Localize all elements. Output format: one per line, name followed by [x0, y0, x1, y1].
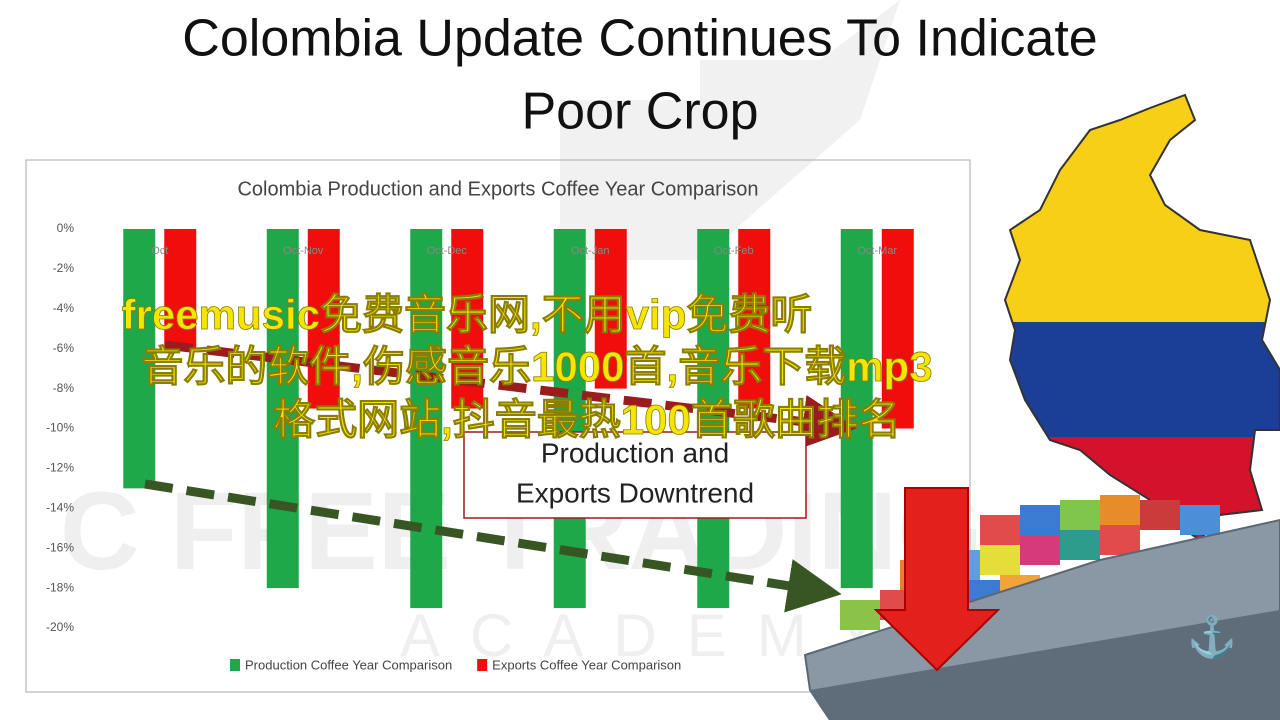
overlay-text: freemusic免费音乐网,不用vip免费听 — [122, 291, 813, 338]
slide-title: Poor Crop — [522, 83, 759, 141]
legend-swatch — [230, 659, 240, 671]
bar — [266, 229, 299, 589]
chart-frame — [25, 159, 971, 693]
y-tick-label: -20% — [46, 620, 74, 634]
overlay-text: 格式网站,抖音最热100首歌曲排名 — [273, 396, 901, 443]
bar — [738, 229, 771, 409]
bar — [594, 229, 627, 389]
bar — [553, 229, 586, 609]
y-tick-label: -12% — [46, 461, 74, 475]
x-tick-label: Oct-Jan — [571, 245, 610, 257]
chart: Colombia Production and Exports Coffee Y… — [46, 178, 914, 672]
chart-title: Colombia Production and Exports Coffee Y… — [237, 178, 758, 200]
overlay: freemusic免费音乐网,不用vip免费听 音乐的软件,伤感音乐1000首,… — [121, 291, 933, 444]
colombia-map — [1005, 95, 1280, 540]
y-tick-label: -4% — [53, 301, 75, 315]
overlay-text: 音乐的软件,伤感音乐1000首,音乐下载mp3 — [141, 343, 932, 390]
legend-label: Exports Coffee Year Comparison — [492, 657, 681, 672]
annotations: Production and Exports Downtrend — [144, 340, 857, 613]
bar — [307, 229, 340, 409]
x-tick-label: Oct-Feb — [714, 245, 754, 257]
annotation-box — [463, 431, 807, 519]
bar — [410, 229, 443, 609]
watermark-text: ACADEMY — [400, 602, 907, 669]
y-tick-label: -6% — [53, 341, 75, 355]
y-tick-label: -8% — [53, 381, 75, 395]
bar — [123, 229, 156, 489]
legend-label: Production Coffee Year Comparison — [245, 657, 452, 672]
y-tick-label: -18% — [46, 580, 74, 594]
x-tick-label: Oct-Mar — [857, 245, 897, 257]
y-tick-label: -2% — [53, 261, 75, 275]
annotation: Exports Downtrend — [516, 477, 754, 508]
ship: ⚓ — [803, 487, 1280, 720]
y-tick-label: 0% — [57, 221, 75, 235]
y-tick-label: -16% — [46, 540, 74, 554]
x-tick-label: Oct-Nov — [283, 245, 324, 257]
bar — [881, 229, 914, 429]
x-tick-label: Oct — [151, 245, 168, 257]
down-arrow — [873, 487, 1001, 672]
y-tick-label: -10% — [46, 421, 74, 435]
legend-swatch — [477, 659, 488, 671]
x-tick-label: Oct-Dec — [427, 245, 468, 257]
trend-arrow — [164, 340, 857, 449]
bar — [697, 229, 730, 609]
slide-title: Colombia Update Continues To Indicate — [182, 10, 1097, 68]
trend-arrow — [144, 479, 842, 613]
bar — [164, 229, 197, 349]
y-tick-label: -14% — [46, 500, 74, 514]
annotation: Production and — [541, 437, 729, 468]
anchor-icon: ⚓ — [1187, 614, 1237, 660]
watermark-arrow — [560, 0, 900, 260]
